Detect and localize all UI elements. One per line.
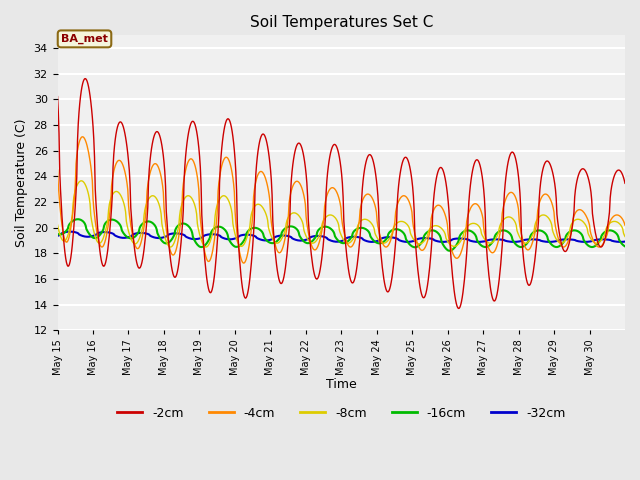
Title: Soil Temperatures Set C: Soil Temperatures Set C [250,15,433,30]
Y-axis label: Soil Temperature (C): Soil Temperature (C) [15,119,28,247]
X-axis label: Time: Time [326,378,356,391]
Legend: -2cm, -4cm, -8cm, -16cm, -32cm: -2cm, -4cm, -8cm, -16cm, -32cm [112,402,570,425]
Text: BA_met: BA_met [61,34,108,44]
